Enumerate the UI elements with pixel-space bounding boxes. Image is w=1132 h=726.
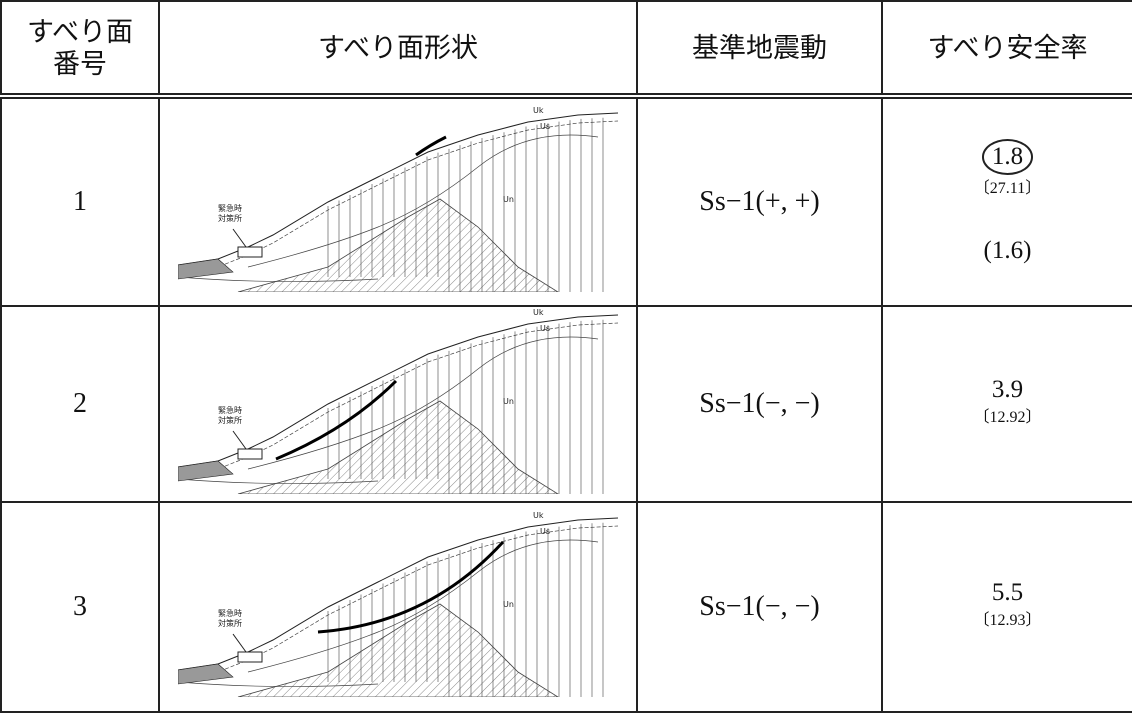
- figure-cell: 緊急時 対策所 Uk Us Un: [158, 95, 638, 307]
- facility: [237, 651, 263, 663]
- header-cell: すべり安全率: [881, 0, 1132, 99]
- slip-surface: [415, 135, 447, 157]
- layer-line: [177, 681, 379, 687]
- bedrock: [237, 603, 560, 698]
- facility: [237, 246, 263, 258]
- note: (1.6): [983, 237, 1032, 264]
- time: 〔12.92〕: [973, 409, 1042, 426]
- layer-line: [247, 336, 599, 470]
- leader: [232, 430, 247, 450]
- safety-cell: 5.5 〔12.93〕: [881, 501, 1132, 713]
- facility-label: 対策所: [218, 618, 242, 628]
- ground-motion-cell: Ss−1(−, −): [636, 305, 883, 503]
- table-row: 3 緊急時 対策所 Uk Us Un Ss−1(−, −) 5.5 〔12.93〕: [0, 501, 1132, 713]
- header-cell: 基準地震動: [636, 0, 883, 99]
- facility-label: 緊急時: [218, 608, 242, 618]
- layer-line: [247, 539, 599, 673]
- number-cell: 3: [0, 501, 160, 713]
- layer-label: Us: [540, 324, 550, 333]
- safety-factor: 3.9: [991, 376, 1024, 403]
- time: 〔12.93〕: [973, 612, 1042, 629]
- layer-label: Un: [503, 397, 514, 406]
- slip-surface: [317, 540, 505, 634]
- slip-surface: [275, 379, 398, 461]
- fill-deposit: [177, 460, 234, 482]
- header-row: すべり面 番号 すべり面形状 基準地震動 すべり安全率: [0, 0, 1132, 99]
- layer-line: [177, 525, 619, 679]
- layer-label: Us: [540, 527, 550, 536]
- header-text: すべり面: [26, 16, 134, 47]
- ground-motion-cell: Ss−1(+, +): [636, 95, 883, 307]
- time: 〔27.11〕: [973, 180, 1042, 197]
- safety-cell: 1.8 〔27.11〕 (1.6): [881, 95, 1132, 307]
- leader: [232, 633, 247, 653]
- bedrock: [237, 400, 560, 495]
- figure-cell: 緊急時 対策所 Uk Us Un: [158, 501, 638, 713]
- facility-label: 対策所: [218, 213, 242, 223]
- header-cell: すべり面 番号: [0, 0, 160, 99]
- layer-label: Uk: [533, 107, 544, 115]
- table-row: 1 緊急時 対策所 Uk Us Un Ss−1(+, +) 1.8 〔27.11〕 (1.6): [0, 95, 1132, 307]
- layer-label: Uk: [533, 309, 544, 317]
- layer-label: Un: [503, 600, 514, 609]
- header-text: 番号: [53, 48, 107, 79]
- header-cell: すべり面形状: [158, 0, 638, 99]
- layer-label: Us: [540, 122, 550, 131]
- layer-label: Un: [503, 195, 514, 204]
- safety-cell: 3.9 〔12.92〕: [881, 305, 1132, 503]
- table-body: 1 緊急時 対策所 Uk Us Un Ss−1(+, +) 1.8 〔27.11〕 (1.6) 2 緊…: [0, 95, 1132, 713]
- layer-line: [247, 134, 599, 268]
- fill-deposit: [177, 258, 234, 280]
- safety-factor: 5.5: [991, 579, 1024, 606]
- layer-line: [177, 276, 379, 282]
- facility-label: 対策所: [218, 415, 242, 425]
- table-row: 2 緊急時 対策所 Uk Us Un Ss−1(−, −) 3.9 〔12.92〕: [0, 305, 1132, 503]
- number-cell: 1: [0, 95, 160, 307]
- layer-line: [177, 322, 619, 476]
- figure-cell: 緊急時 対策所 Uk Us Un: [158, 305, 638, 503]
- bedrock: [237, 198, 560, 293]
- ground-motion-cell: Ss−1(−, −): [636, 501, 883, 713]
- layer-line: [177, 120, 619, 274]
- facility: [237, 448, 263, 460]
- leader: [232, 228, 247, 248]
- safety-factor: 1.8: [981, 139, 1034, 175]
- number-cell: 2: [0, 305, 160, 503]
- facility-label: 緊急時: [218, 405, 242, 415]
- facility-label: 緊急時: [218, 203, 242, 213]
- layer-label: Uk: [533, 512, 544, 520]
- layer-line: [177, 478, 379, 484]
- fill-deposit: [177, 663, 234, 685]
